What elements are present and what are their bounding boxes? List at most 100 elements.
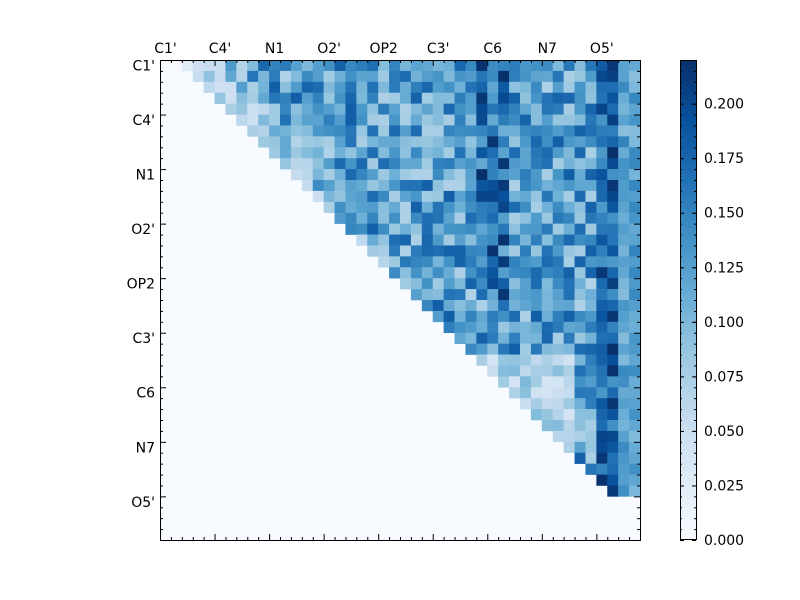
heatmap-cell xyxy=(323,136,335,148)
heatmap-cell xyxy=(323,125,335,137)
heatmap-cell xyxy=(301,70,314,83)
heatmap-cell xyxy=(596,125,608,137)
heatmap-cell xyxy=(509,256,521,268)
heatmap-cell xyxy=(356,92,368,104)
heatmap-cell xyxy=(563,256,575,268)
heatmap-cell xyxy=(421,267,434,279)
heatmap-cell xyxy=(476,223,488,235)
heatmap-cell xyxy=(236,81,248,94)
heatmap-cell xyxy=(345,114,357,126)
heatmap-cell xyxy=(563,147,575,159)
heatmap-cell xyxy=(356,136,368,148)
heatmap-cell xyxy=(247,60,259,72)
heatmap-cell xyxy=(596,441,608,454)
heatmap-cell xyxy=(552,343,564,355)
heatmap-cell xyxy=(520,147,532,159)
heatmap-cell xyxy=(454,158,466,170)
heatmap-cell xyxy=(520,354,532,366)
heatmap-cell xyxy=(618,70,630,83)
heatmap-cell xyxy=(312,136,324,148)
heatmap-cell xyxy=(618,81,630,94)
heatmap-cell xyxy=(378,114,390,126)
heatmap-cell xyxy=(290,81,303,94)
heatmap-cell xyxy=(520,136,532,148)
heatmap-cell xyxy=(236,103,248,115)
heatmap-cell xyxy=(596,92,608,104)
heatmap-cell xyxy=(585,267,597,279)
heatmap-cell xyxy=(607,430,619,443)
heatmap-cell xyxy=(552,387,564,399)
heatmap-cell xyxy=(607,245,619,257)
heatmap-cell xyxy=(400,125,412,137)
heatmap-cell xyxy=(509,125,521,137)
heatmap-cell xyxy=(563,365,575,377)
heatmap-cell xyxy=(421,180,434,192)
heatmap-cell xyxy=(389,169,401,181)
heatmap-cell xyxy=(323,169,335,181)
heatmap-cell xyxy=(629,125,641,137)
heatmap-cell xyxy=(465,332,477,344)
heatmap-cell xyxy=(465,289,477,301)
heatmap-cell xyxy=(443,180,455,192)
heatmap-cell xyxy=(574,234,586,246)
heatmap-cell xyxy=(334,201,346,214)
heatmap-cell xyxy=(312,158,324,170)
heatmap-cell xyxy=(618,256,630,268)
heatmap-cell xyxy=(443,70,455,83)
heatmap-cell xyxy=(629,430,641,443)
heatmap-cell xyxy=(563,376,575,388)
heatmap-cell xyxy=(280,158,292,170)
heatmap-cell xyxy=(509,343,521,355)
heatmap-cell xyxy=(269,125,281,137)
heatmap-cell xyxy=(389,256,401,268)
heatmap-cell xyxy=(552,147,564,159)
heatmap-cell xyxy=(552,125,564,137)
heatmap-cell xyxy=(618,452,630,464)
heatmap-cell xyxy=(607,180,619,192)
heatmap-cell xyxy=(530,125,543,137)
heatmap-cell xyxy=(225,103,237,115)
heatmap-cell xyxy=(465,256,477,268)
heatmap-cell xyxy=(509,114,521,126)
heatmap-cell xyxy=(498,256,510,268)
heatmap-cell xyxy=(596,452,608,464)
heatmap-cell xyxy=(432,103,444,115)
heatmap-cell xyxy=(509,169,521,181)
heatmap-cell xyxy=(465,70,477,83)
heatmap-cell xyxy=(629,310,641,323)
heatmap-cell xyxy=(530,81,543,94)
heatmap-cell xyxy=(574,256,586,268)
heatmap-cell xyxy=(563,354,575,366)
heatmap-cell xyxy=(410,103,423,115)
heatmap-cell xyxy=(378,223,390,235)
heatmap-cell xyxy=(629,398,641,410)
heatmap-cell xyxy=(389,234,401,246)
heatmap-cell xyxy=(618,463,630,475)
colorbar-tick-label: 0.000 xyxy=(704,533,744,549)
heatmap-cell xyxy=(432,147,444,159)
heatmap-cell xyxy=(541,147,554,159)
heatmap-cell xyxy=(247,81,259,94)
heatmap-cell xyxy=(574,201,586,214)
heatmap-cell xyxy=(476,81,488,94)
heatmap-cell xyxy=(563,343,575,355)
heatmap-cell xyxy=(629,60,641,72)
heatmap-cell xyxy=(618,60,630,72)
heatmap-cell xyxy=(530,190,543,203)
heatmap-cell xyxy=(421,114,434,126)
heatmap-cell xyxy=(443,190,455,203)
heatmap-cell xyxy=(520,365,532,377)
heatmap-cell xyxy=(563,310,575,323)
heatmap-cell xyxy=(541,300,554,312)
heatmap-cell xyxy=(629,158,641,170)
heatmap-cell xyxy=(541,365,554,377)
heatmap-cell xyxy=(618,267,630,279)
heatmap-cell xyxy=(520,343,532,355)
heatmap-cell xyxy=(574,376,586,388)
heatmap-cell xyxy=(323,158,335,170)
heatmap-cell xyxy=(607,485,619,497)
heatmap-cell xyxy=(421,60,434,72)
heatmap-cell xyxy=(596,190,608,203)
heatmap-cell xyxy=(454,60,466,72)
heatmap-cell xyxy=(454,310,466,323)
